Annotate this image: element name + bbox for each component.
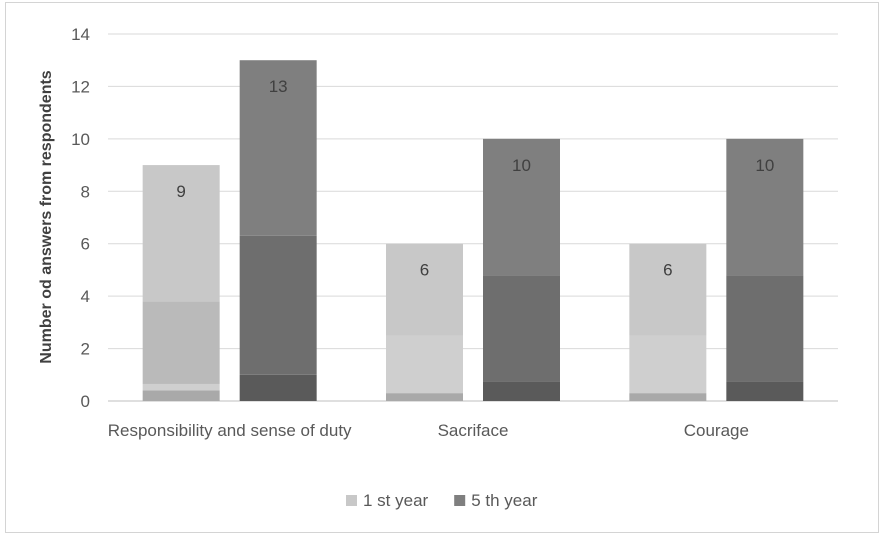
- bar-segment: [239, 235, 317, 375]
- y-tick-label: 0: [81, 392, 90, 411]
- y-tick-label: 14: [71, 25, 90, 44]
- legend: 1 st year 5 th year: [346, 491, 538, 510]
- y-tick-label: 6: [81, 235, 90, 254]
- y-tick-label: 2: [81, 340, 90, 359]
- bar-segment: [142, 165, 220, 302]
- bar-segment: [483, 381, 560, 401]
- y-tick-label: 8: [81, 182, 90, 201]
- bar-segment: [386, 393, 463, 401]
- bar-segment: [239, 374, 317, 401]
- bars: [142, 60, 804, 401]
- x-category-label: Sacriface: [438, 421, 509, 440]
- bar-segment: [629, 393, 707, 401]
- legend-label: 5 th year: [471, 491, 537, 510]
- bar-segment: [629, 335, 707, 394]
- data-label: 9: [176, 182, 185, 201]
- bar-segment: [239, 60, 317, 236]
- x-category-label: Responsibility and sense of duty: [108, 421, 352, 440]
- legend-swatch: [346, 495, 357, 506]
- bar-segment: [142, 301, 220, 384]
- data-label: 10: [512, 156, 531, 175]
- y-tick-label: 12: [71, 77, 90, 96]
- y-tick-label: 4: [81, 287, 90, 306]
- bar-segment: [386, 335, 463, 394]
- x-axis-categories: Responsibility and sense of duty Sacrifac…: [108, 421, 749, 440]
- bar-segment: [386, 243, 463, 336]
- bar-segment: [629, 243, 707, 336]
- legend-label: 1 st year: [363, 491, 429, 510]
- bar-segment: [142, 383, 220, 391]
- gridlines: [108, 33, 838, 402]
- bar-segment: [483, 275, 560, 382]
- bar-segment: [483, 138, 560, 276]
- data-label: 10: [755, 156, 774, 175]
- data-labels: 9 6 6 13 10 10: [176, 77, 774, 280]
- data-label: 6: [420, 261, 429, 280]
- bar-segment: [726, 381, 804, 401]
- bar-segment: [142, 390, 220, 401]
- x-category-label: Courage: [684, 421, 749, 440]
- data-label: 6: [663, 261, 672, 280]
- data-label: 13: [269, 77, 288, 96]
- y-axis-title: Number od answers from respondents: [38, 70, 55, 363]
- bar-segment: [726, 275, 804, 382]
- y-axis-ticks: 0 2 4 6 8 10 12 14: [71, 25, 90, 411]
- y-tick-label: 10: [71, 130, 90, 149]
- bar-segment: [726, 138, 804, 276]
- legend-swatch: [454, 495, 466, 506]
